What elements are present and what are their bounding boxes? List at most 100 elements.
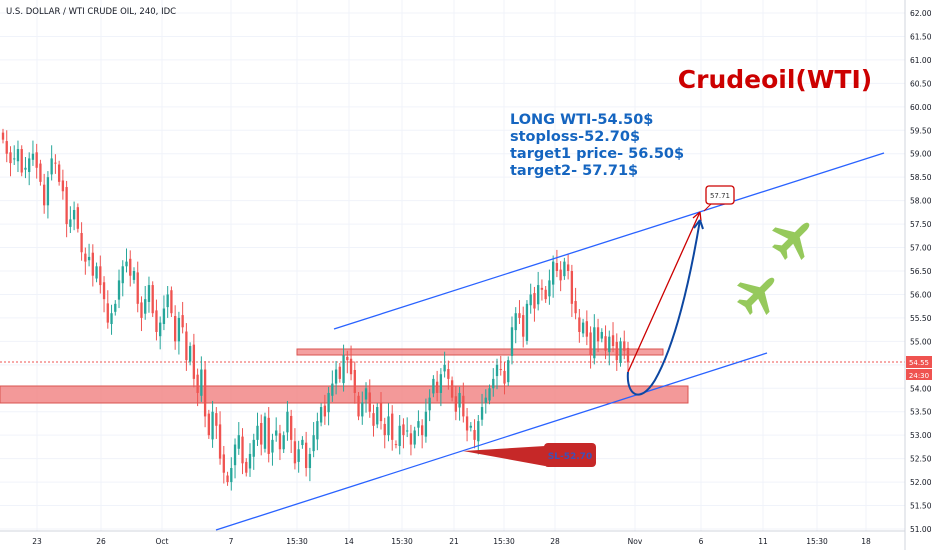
candle (181, 301, 184, 334)
price-tick-label: 54.00 (910, 384, 932, 393)
candle (570, 264, 574, 317)
candle (241, 428, 244, 475)
candle (65, 180, 68, 238)
candle (196, 368, 199, 407)
candle (327, 386, 330, 426)
candle (263, 412, 267, 453)
countdown-badge-box (906, 369, 932, 380)
candle (484, 389, 487, 414)
candle (99, 255, 102, 294)
candle (9, 146, 12, 177)
candle (203, 361, 207, 428)
candle (222, 445, 225, 484)
candle (626, 341, 630, 376)
target2-arrowhead (692, 211, 702, 222)
candle (245, 458, 248, 477)
candle (267, 407, 270, 463)
last-price-badge: 54.55 24:30 (906, 356, 932, 380)
candle (312, 422, 315, 458)
candle (173, 305, 177, 350)
candle (593, 314, 596, 365)
candle (424, 398, 428, 443)
candle (13, 145, 16, 165)
target-callout-box (705, 185, 735, 205)
price-tick-label: 61.50 (910, 32, 932, 41)
candle (566, 253, 570, 280)
candle (252, 433, 255, 470)
upper-resistance-zone (296, 348, 664, 356)
candle (125, 248, 128, 273)
price-projection (626, 211, 704, 396)
candle (260, 414, 263, 456)
candle (458, 386, 461, 421)
candle (323, 394, 327, 425)
candle (301, 436, 304, 449)
candle (353, 361, 356, 404)
candle (304, 431, 308, 477)
candle (275, 417, 278, 442)
candle (563, 257, 566, 280)
price-axis[interactable]: 51.0051.5052.0052.5053.0053.5054.0054.50… (904, 0, 932, 550)
candle (110, 304, 113, 335)
candle (331, 370, 334, 402)
candle (5, 130, 8, 163)
candle (308, 447, 312, 482)
candle (46, 171, 50, 219)
candle (596, 318, 600, 353)
candle (61, 169, 65, 200)
trade-line-stoploss: stoploss-52.70$ (510, 129, 640, 145)
aircraft-icons (737, 222, 810, 315)
stoploss-label: SL-52.70 (548, 452, 592, 462)
time-tick-label: 21 (449, 537, 459, 546)
candle (413, 426, 416, 449)
candle (611, 322, 615, 353)
target-callout: 57.71 (703, 185, 735, 212)
price-tick-label: 56.50 (910, 267, 932, 276)
candle (282, 431, 285, 454)
candle (151, 281, 154, 317)
candle (409, 424, 413, 456)
candle (615, 333, 618, 371)
time-tick-label: 15:30 (806, 537, 828, 546)
candle (50, 145, 53, 181)
candle (510, 316, 514, 365)
candle (499, 355, 502, 376)
time-axis[interactable]: 23 26 Oct 7 15:30 14 15:30 21 15:30 28 Nov 6 11 15:30… (0, 530, 905, 546)
price-tick-label: 59.50 (910, 126, 932, 135)
candle (361, 391, 364, 425)
candle (454, 385, 458, 421)
price-tick-label: 58.50 (910, 173, 932, 182)
candle (514, 307, 517, 344)
candle (469, 422, 472, 432)
candle (533, 286, 536, 322)
candle (226, 471, 229, 486)
candle (84, 247, 87, 275)
candle (1, 128, 5, 144)
channel-upper-line[interactable] (333, 152, 885, 330)
candle (578, 308, 581, 343)
candle (35, 143, 38, 179)
channel-lower-line[interactable] (215, 352, 768, 531)
candle (106, 290, 109, 329)
candle (121, 260, 124, 297)
candle (293, 428, 297, 470)
candle (28, 152, 31, 186)
candle (136, 261, 139, 313)
price-tick-label: 51.00 (910, 525, 932, 534)
candle (170, 286, 173, 317)
trade-line-entry: LONG WTI-54.50$ (510, 112, 653, 128)
price-tick-label: 61.00 (910, 56, 932, 65)
candle (188, 342, 192, 366)
time-tick-label: 15:30 (391, 537, 413, 546)
ascending-channel[interactable] (215, 152, 885, 531)
candle (589, 326, 592, 369)
countdown-value: 24:30 (909, 372, 929, 380)
time-tick-label: 15:30 (493, 537, 515, 546)
price-tick-label: 55.00 (910, 337, 932, 346)
candle (555, 249, 559, 278)
price-tick-label: 57.00 (910, 244, 932, 253)
candle (581, 318, 585, 338)
candle (54, 154, 57, 174)
candle (297, 440, 300, 473)
